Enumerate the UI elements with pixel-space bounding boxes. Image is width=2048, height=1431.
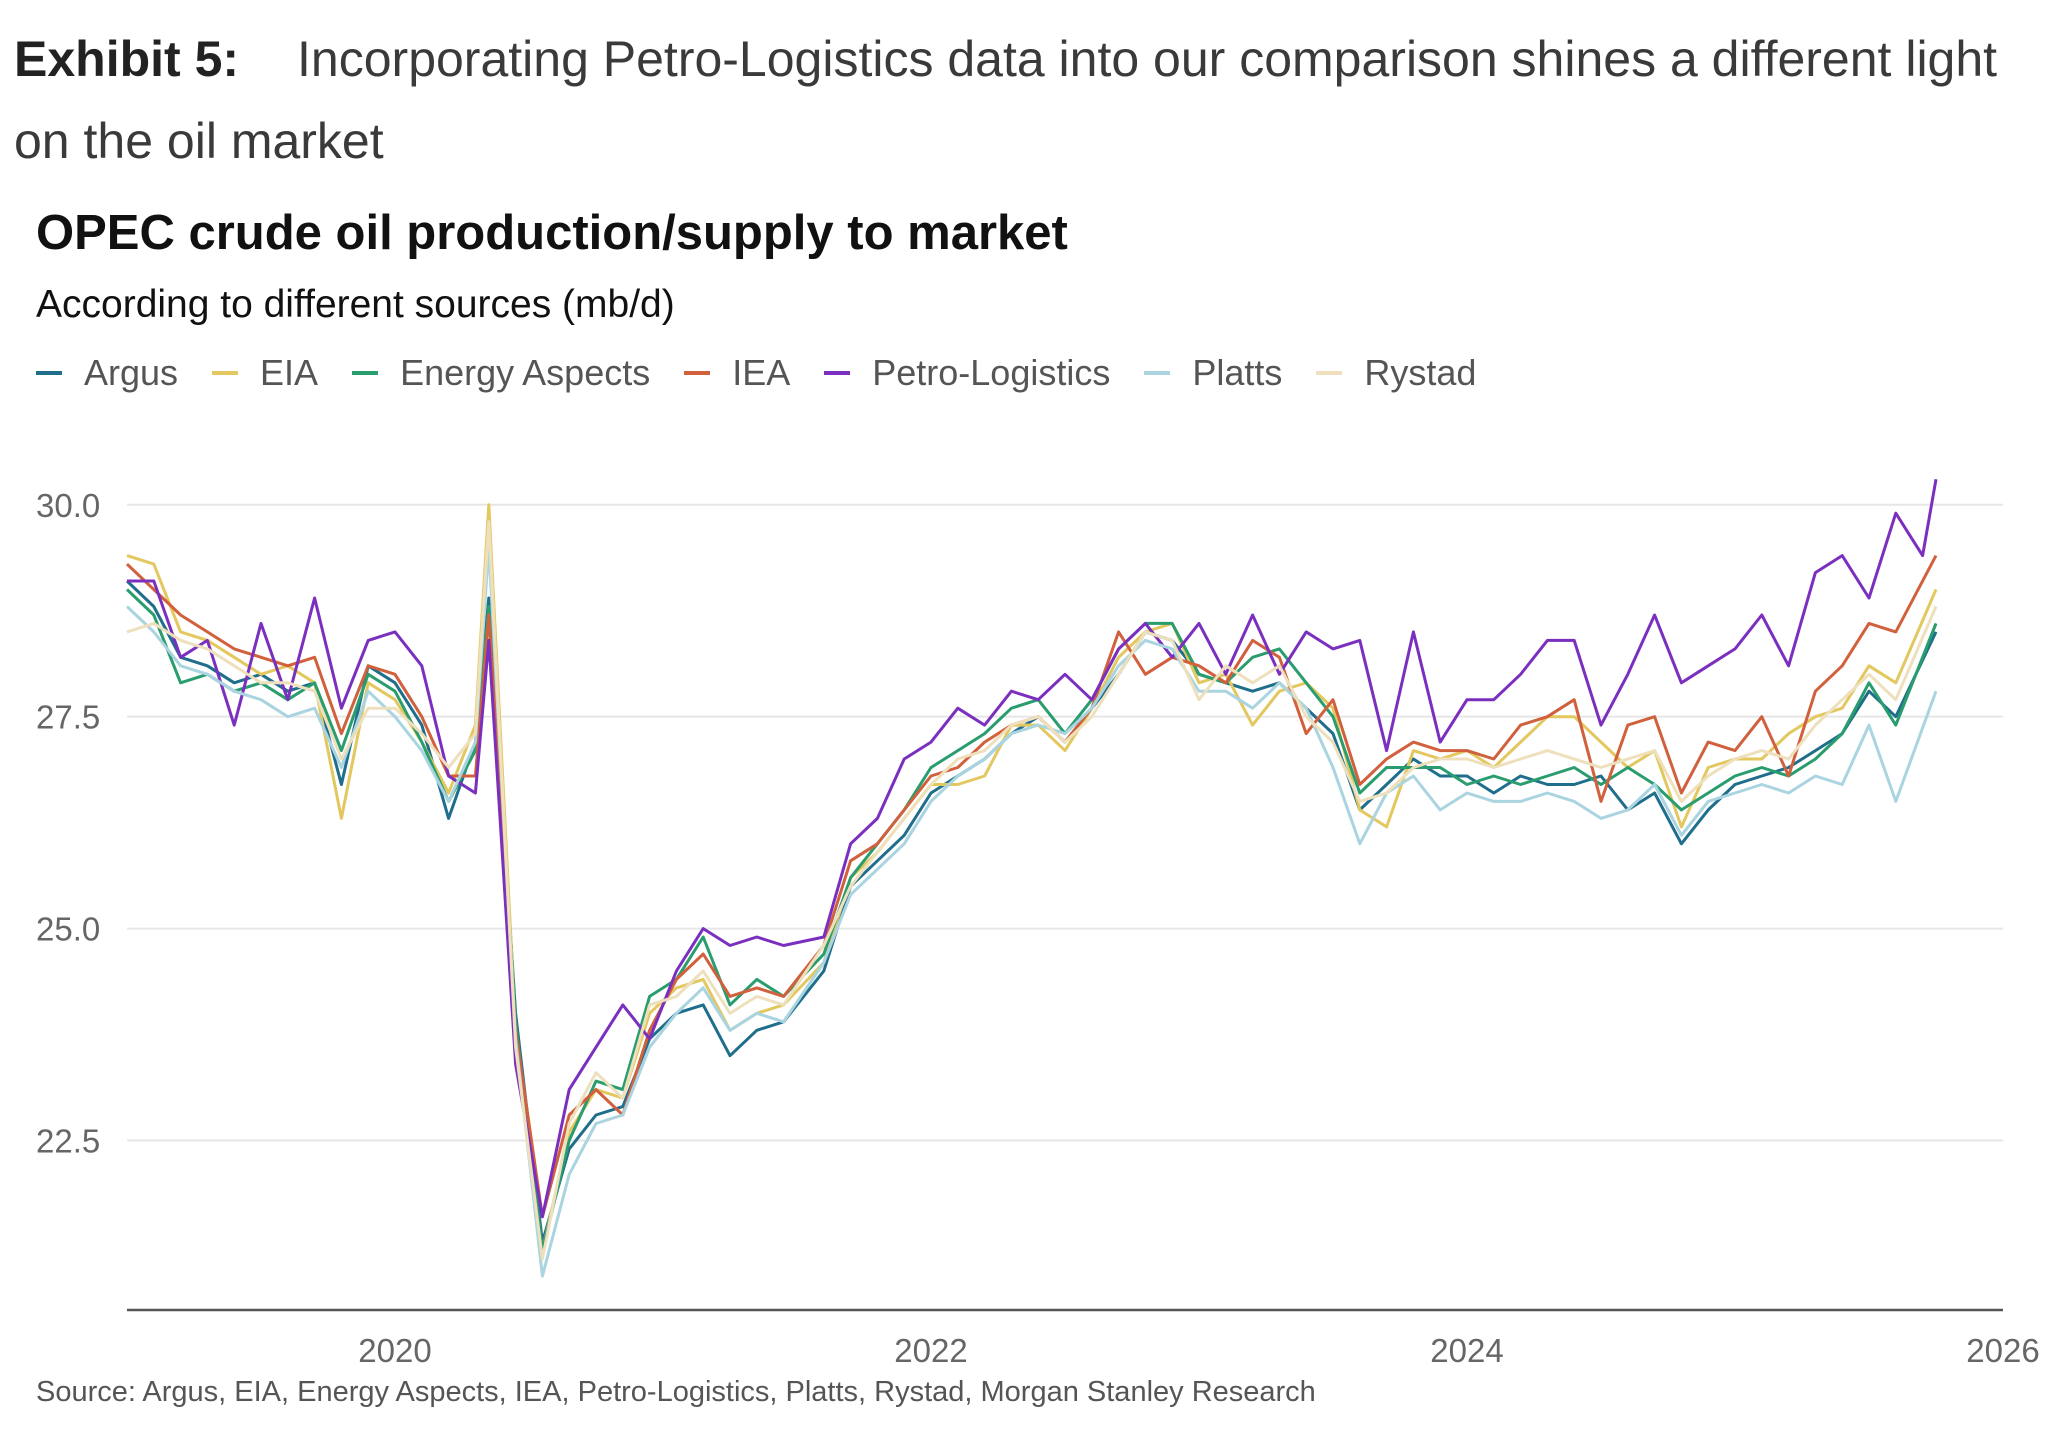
legend-key	[824, 371, 851, 375]
exhibit-caption: Exhibit 5: Incorporating Petro-Logistics …	[14, 18, 2024, 182]
y-tick-label: 27.5	[36, 699, 100, 736]
legend-key	[1316, 371, 1343, 375]
legend-key	[36, 371, 62, 375]
legend-label: Platts	[1192, 352, 1283, 393]
y-tick-label: 25.0	[36, 911, 100, 948]
series-line-energy-aspects	[125, 588, 1938, 1253]
y-tick-label: 22.5	[36, 1122, 100, 1159]
legend-key	[212, 371, 239, 375]
exhibit-label: Exhibit 5:	[14, 31, 240, 87]
series-line-eia	[126, 503, 1938, 1253]
series-line-platts	[125, 545, 1938, 1278]
legend-key	[1144, 371, 1171, 375]
legend-label: Argus	[84, 352, 179, 393]
y-tick-label: 30.0	[36, 487, 100, 524]
source-note: Source: Argus, EIA, Energy Aspects, IEA,…	[36, 1376, 1316, 1408]
series-line-rystad	[126, 520, 1938, 1261]
legend-item: EIA	[212, 352, 318, 394]
legend-label: Petro-Logistics	[872, 352, 1111, 393]
legend-item: IEA	[684, 352, 790, 394]
x-tick-label: 2022	[894, 1332, 967, 1369]
chart-title: OPEC crude oil production/supply to mark…	[36, 206, 1068, 260]
series-line-petro-logistics	[127, 479, 1938, 1219]
legend-label: Energy Aspects	[400, 352, 651, 393]
legend-item: Argus	[36, 352, 178, 394]
legend-label: IEA	[732, 352, 791, 393]
chart-subtitle: According to different sources (mb/d)	[36, 283, 675, 326]
series-line-iea	[125, 554, 1938, 1219]
legend-key	[684, 371, 711, 375]
legend-item: Rystad	[1316, 352, 1476, 394]
legend-label: Rystad	[1364, 352, 1477, 393]
legend-label: EIA	[260, 352, 319, 393]
chart-legend: Argus EIA Energy Aspects IEA Petro-Logistics…	[36, 352, 1510, 394]
x-tick-label: 2026	[1966, 1332, 2039, 1369]
x-tick-label: 2024	[1430, 1332, 1503, 1369]
exhibit-caption-text: Incorporating Petro-Logistics data into …	[14, 31, 1998, 169]
x-tick-label: 2020	[358, 1332, 431, 1369]
legend-item: Energy Aspects	[352, 352, 650, 394]
legend-item: Platts	[1144, 352, 1282, 394]
legend-key	[352, 371, 379, 375]
legend-item: Petro-Logistics	[824, 352, 1110, 394]
